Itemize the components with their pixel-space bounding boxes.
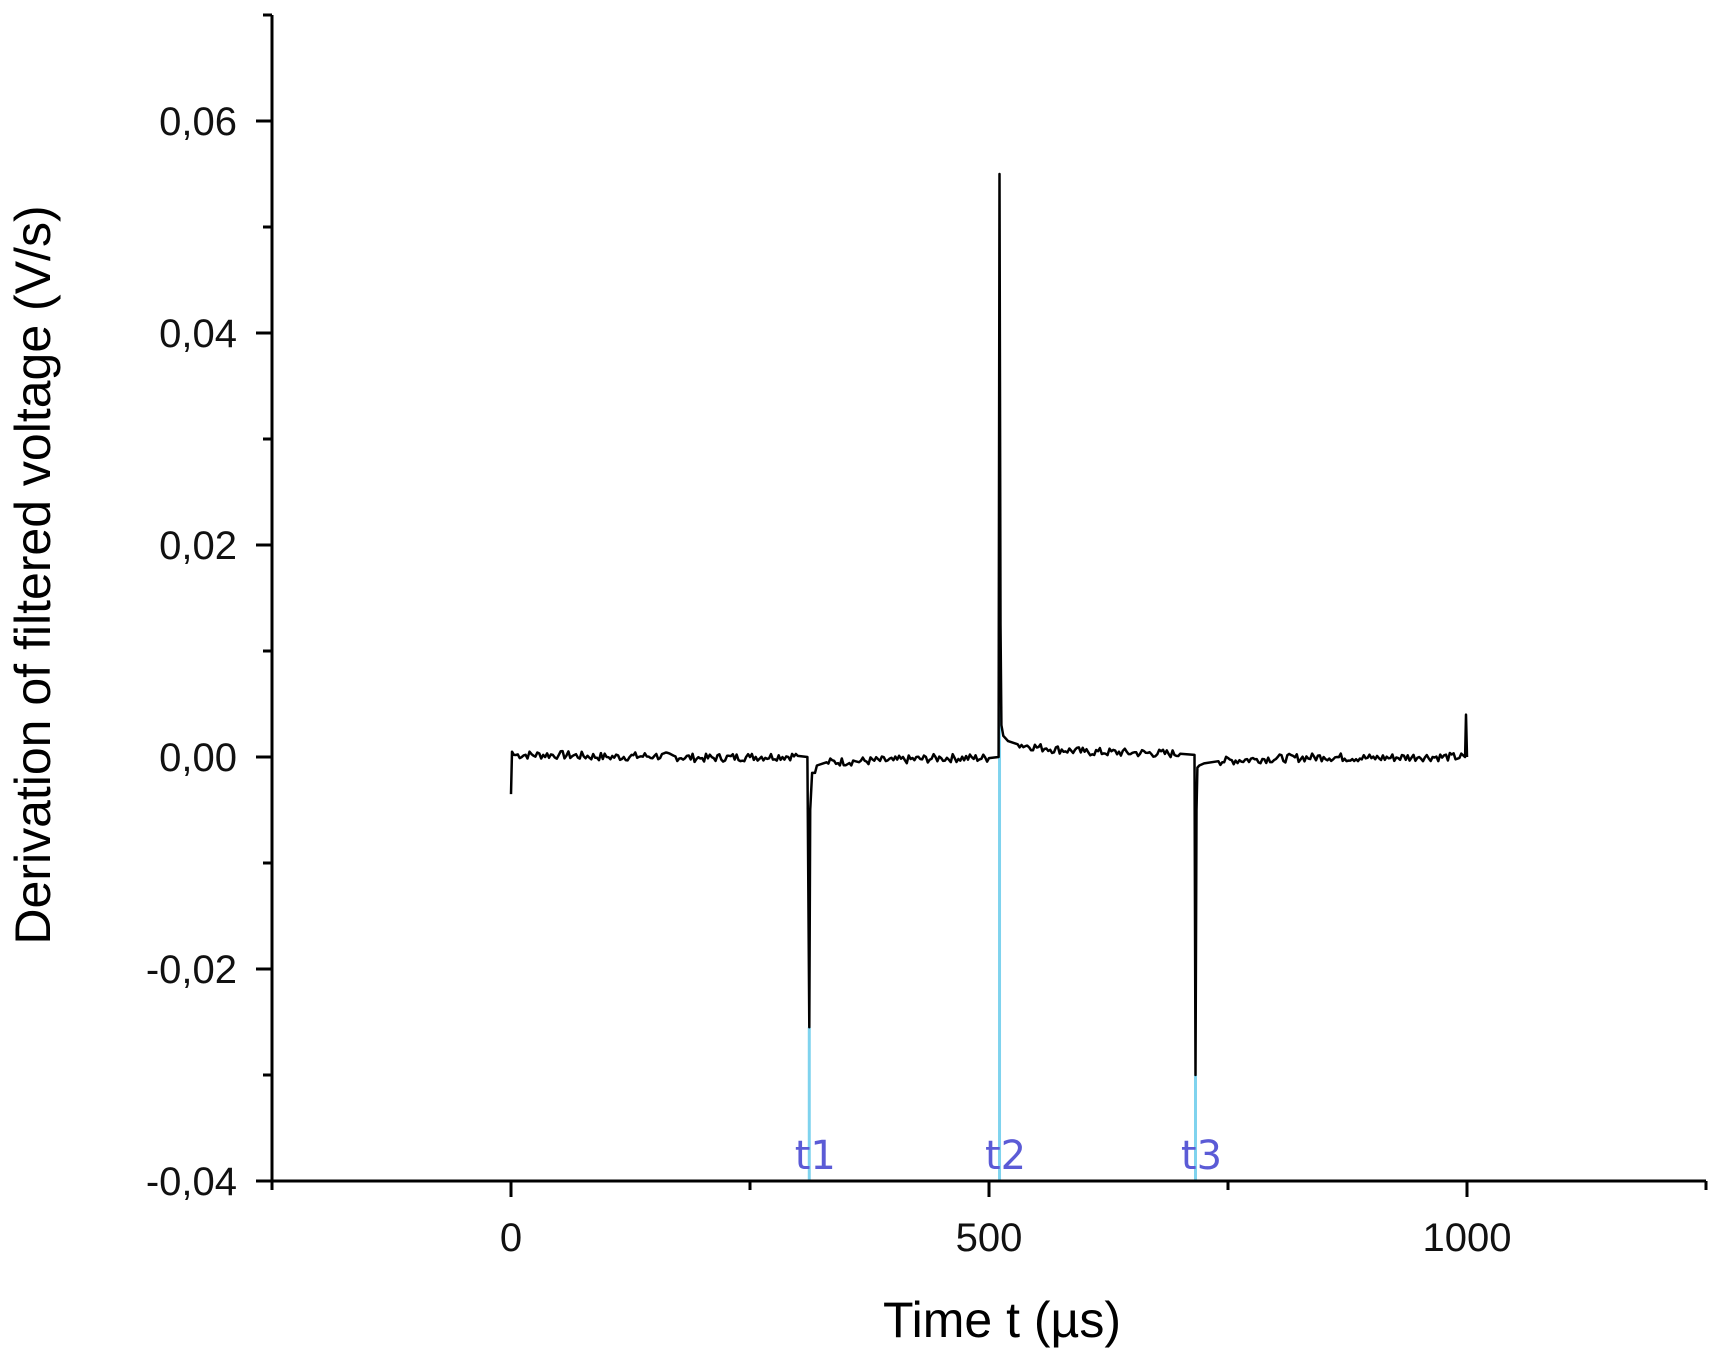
labels: 0 500 1000 -0,04 -0,02 0,00 0,02 0,04 0,06 t1 t2 t3 — [146, 100, 1512, 1260]
x-tick-label: 1000 — [1423, 1216, 1512, 1260]
y-tick-label: 0,04 — [159, 312, 237, 356]
series-line — [509, 172, 1469, 1077]
plot-area — [509, 172, 1469, 1181]
axes — [270, 15, 1706, 1183]
x-tick-label: 500 — [956, 1216, 1023, 1260]
marker-label-t3: t3 — [1181, 1133, 1222, 1179]
x-tick-label: 0 — [500, 1216, 522, 1260]
y-tick-label: -0,02 — [146, 948, 237, 992]
ticks — [256, 13, 1708, 1197]
marker-label-t1: t1 — [795, 1133, 836, 1179]
marker-label-t2: t2 — [985, 1133, 1026, 1179]
y-tick-label: -0,04 — [146, 1160, 237, 1204]
y-tick-label: 0,00 — [159, 736, 237, 780]
y-tick-label: 0,02 — [159, 524, 237, 568]
y-axis-title: Derivation of filtered voltage (V/s) — [5, 205, 61, 944]
y-tick-label: 0,06 — [159, 100, 237, 144]
x-axis-title: Time t (µs) — [883, 1292, 1121, 1348]
